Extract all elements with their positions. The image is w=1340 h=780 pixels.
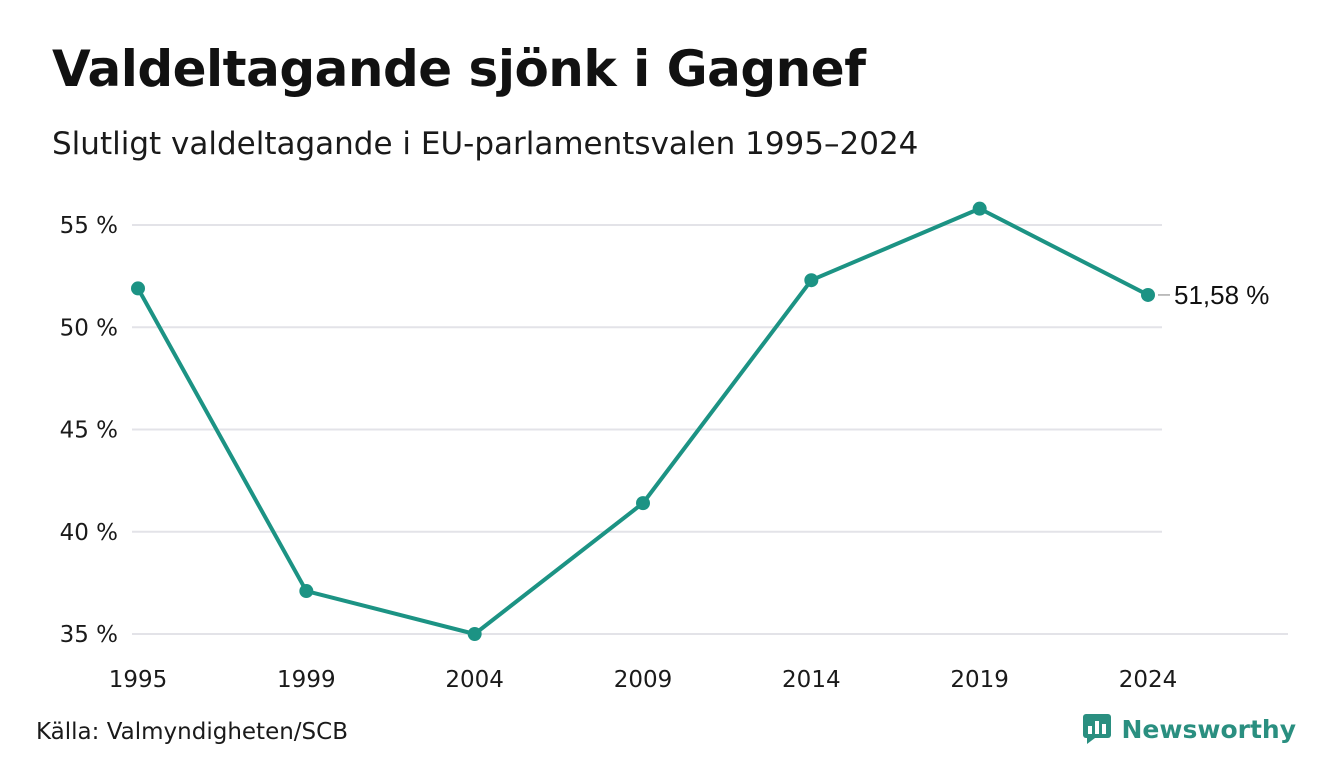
- series-line: [136, 206, 1149, 636]
- y-tick-label: 45 %: [60, 418, 118, 444]
- x-tick-label: 2019: [950, 667, 1009, 693]
- x-tick-label: 2009: [614, 667, 673, 693]
- data-point: [1141, 287, 1155, 302]
- data-point: [467, 627, 482, 641]
- source-note: Källa: Valmyndigheten/SCB: [36, 719, 348, 745]
- chart-subtitle: Slutligt valdeltagande i EU-parlamentsva…: [52, 126, 919, 162]
- x-tick-label: 2014: [782, 667, 841, 693]
- brand-logo: Newsworthy: [1082, 713, 1297, 745]
- series-lines: [136, 206, 1149, 636]
- data-points: [131, 201, 1155, 641]
- y-axis-ticks: 35 % 40 % 45 % 50 % 55 %: [60, 213, 118, 648]
- end-value-label: 51,58 %: [1174, 280, 1269, 310]
- data-point: [972, 201, 987, 216]
- end-labels: 51,58 %: [1158, 280, 1269, 310]
- y-tick-label: 40 %: [60, 520, 118, 546]
- data-point: [299, 584, 314, 599]
- x-tick-label: 2004: [445, 667, 504, 693]
- x-tick-label: 1999: [277, 667, 336, 693]
- chart-title: Valdeltagande sjönk i Gagnef: [52, 40, 866, 98]
- x-tick-label: 1995: [109, 667, 168, 693]
- y-tick-label: 55 %: [60, 213, 118, 239]
- y-tick-label: 50 %: [60, 315, 118, 341]
- data-point: [804, 273, 819, 288]
- y-tick-label: 35 %: [60, 622, 118, 648]
- line-chart: 35 % 40 % 45 % 50 % 55 % 1995 1999 2004 2009 201…: [60, 201, 1288, 693]
- data-point: [131, 281, 145, 296]
- newsworthy-logo-icon: [1082, 714, 1111, 744]
- data-point: [636, 496, 650, 511]
- brand-name: Newsworthy: [1121, 714, 1297, 744]
- gridlines: [132, 224, 1288, 635]
- x-axis-ticks: 1995 1999 2004 2009 2014 2019 2024: [109, 667, 1178, 693]
- x-tick-label: 2024: [1119, 667, 1178, 693]
